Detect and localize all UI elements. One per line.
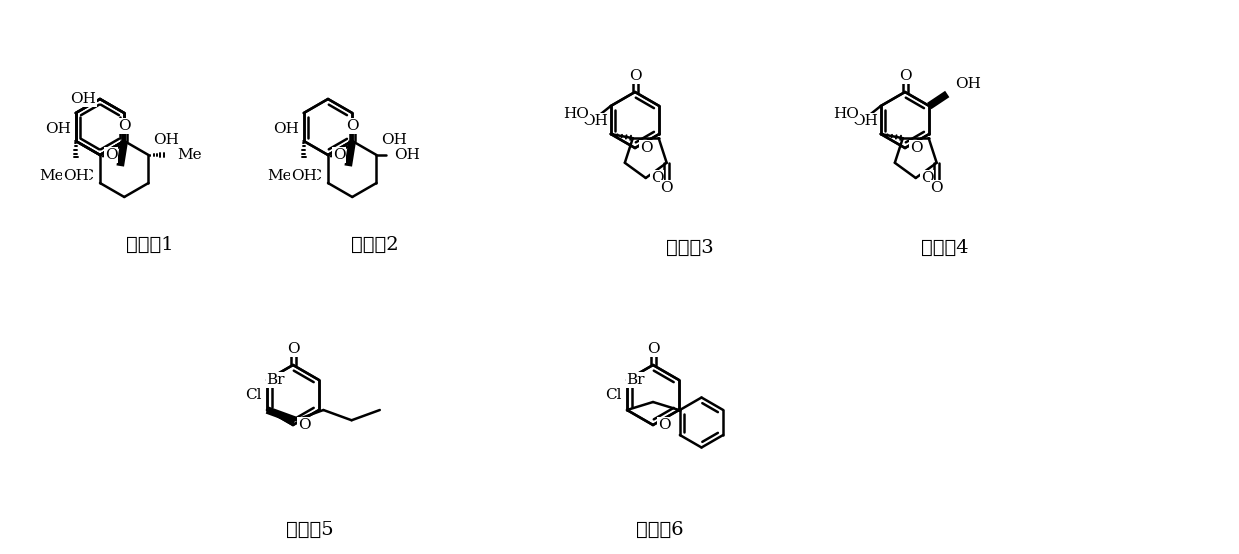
Text: 化合物5: 化合物5 <box>286 521 333 539</box>
Text: OH: OH <box>955 77 981 91</box>
Text: O: O <box>628 69 642 83</box>
Text: O: O <box>333 148 346 162</box>
Text: HO: HO <box>833 107 859 121</box>
Text: Cl: Cl <box>245 388 261 402</box>
Text: HO: HO <box>563 107 589 121</box>
Text: O: O <box>299 418 311 432</box>
Text: O: O <box>105 148 118 162</box>
Text: 化合物2: 化合物2 <box>351 236 399 254</box>
Text: O: O <box>346 119 358 133</box>
Text: O: O <box>641 141 653 155</box>
Text: MeO₂C: MeO₂C <box>40 169 94 183</box>
Text: 化合物3: 化合物3 <box>667 239 714 257</box>
Text: O: O <box>660 181 673 195</box>
Text: Br: Br <box>266 373 285 387</box>
Text: O: O <box>909 141 923 155</box>
Text: OH: OH <box>154 133 180 147</box>
Text: OH: OH <box>45 122 71 136</box>
Text: Cl: Cl <box>606 388 622 402</box>
Text: 化合物4: 化合物4 <box>921 239 969 257</box>
Text: Br: Br <box>627 373 646 387</box>
Text: OH: OH <box>382 133 408 147</box>
Text: O: O <box>650 171 663 185</box>
Text: O: O <box>118 119 130 133</box>
Text: OH: OH <box>582 114 608 128</box>
Text: 化合物1: 化合物1 <box>126 236 173 254</box>
Text: OH: OH <box>63 169 89 183</box>
Text: OH: OH <box>71 92 95 106</box>
Text: O: O <box>647 342 659 356</box>
Text: OH: OH <box>273 122 299 136</box>
Text: O: O <box>921 171 933 185</box>
Text: OH: OH <box>852 114 877 128</box>
Text: O: O <box>658 418 670 432</box>
Text: Me: Me <box>177 148 202 162</box>
Text: OH: OH <box>291 169 317 183</box>
Text: 化合物6: 化合物6 <box>636 521 684 539</box>
Text: MeO₂C: MeO₂C <box>268 169 322 183</box>
Text: OH: OH <box>394 148 420 162</box>
Text: O: O <box>930 181 943 195</box>
Text: O: O <box>286 342 300 356</box>
Text: O: O <box>898 69 912 83</box>
